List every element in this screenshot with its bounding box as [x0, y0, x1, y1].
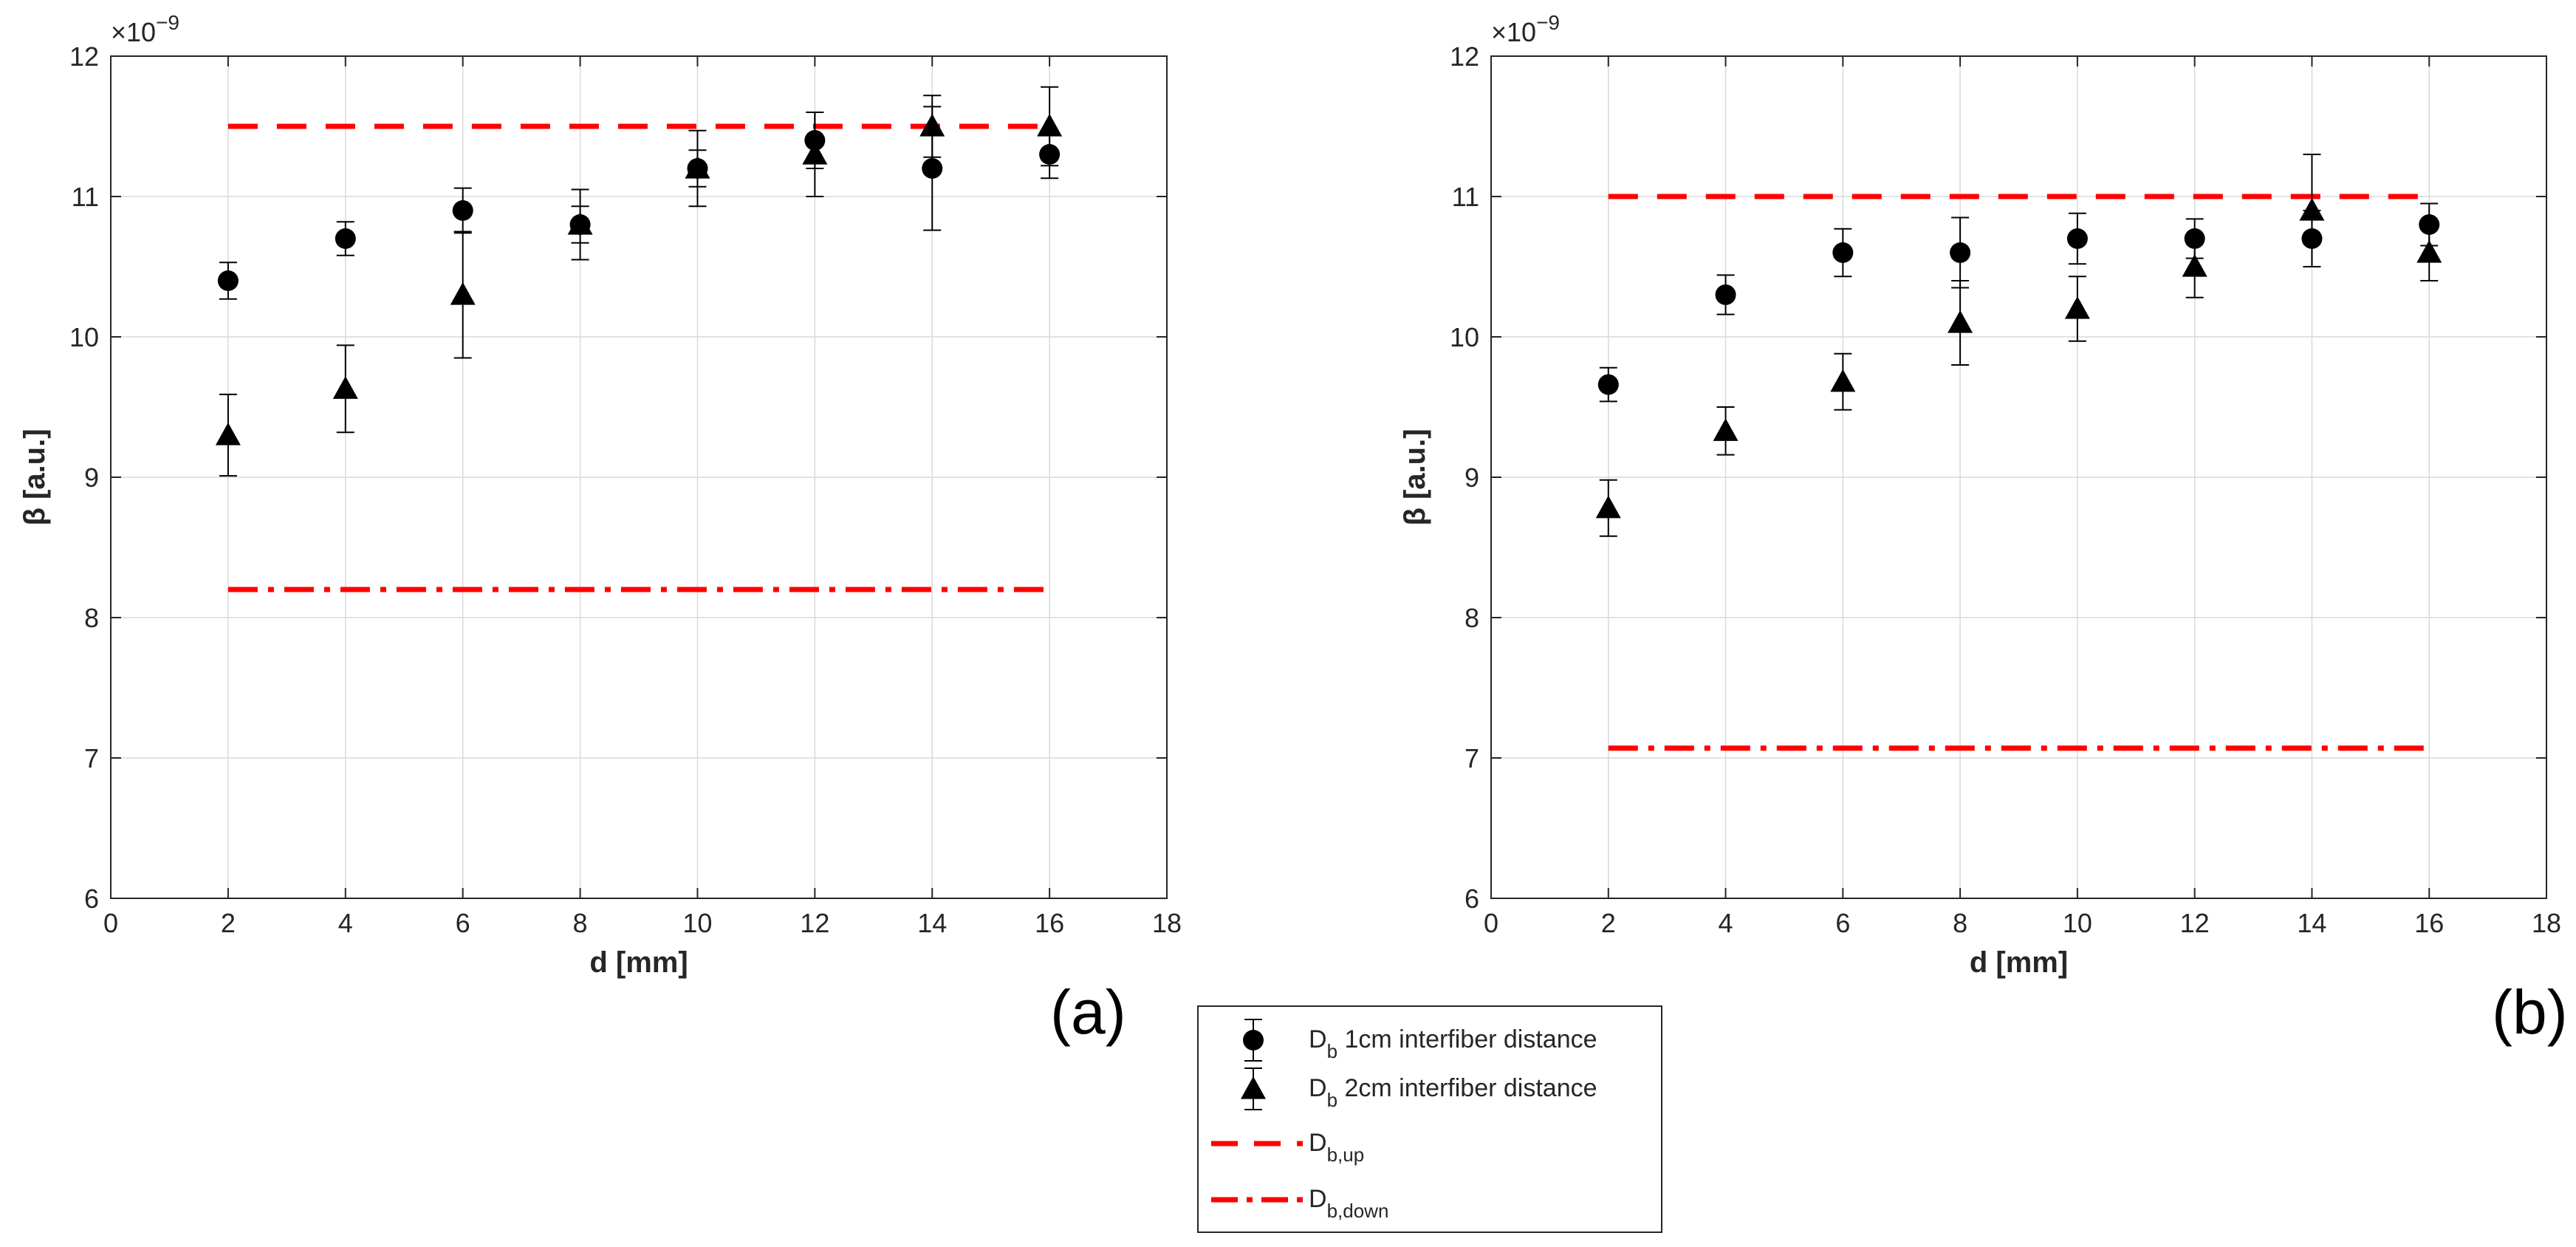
x-axis-label: d [mm] [1970, 946, 2068, 979]
x-tick-label: 14 [2297, 908, 2326, 938]
x-tick-label: 14 [917, 908, 947, 938]
panel-label-b: (b) [2492, 977, 2568, 1047]
y-tick-label: 6 [1465, 884, 1479, 914]
data-point-triangle [332, 376, 358, 399]
data-point-triangle [1713, 418, 1739, 441]
data-point-circle [1597, 374, 1619, 395]
x-tick-label: 10 [682, 908, 712, 938]
data-point-triangle [2299, 198, 2325, 221]
x-tick-label: 8 [573, 908, 588, 938]
legend-label: Db 1cm interfiber distance [1309, 1025, 1597, 1062]
y-tick-label: 10 [1450, 322, 1479, 352]
x-tick-label: 12 [800, 908, 829, 938]
data-point-triangle [450, 282, 476, 305]
legend: Db 1cm interfiber distance Db 2cm interfi… [1197, 1005, 1662, 1233]
y-tick-label: 11 [72, 182, 99, 212]
x-tick-label: 2 [221, 908, 236, 938]
x-tick-label: 16 [2414, 908, 2444, 938]
legend-box [1197, 1005, 1662, 1233]
y-axis-label: β [a.u.] [18, 428, 51, 525]
data-point-triangle [215, 423, 241, 445]
axis-exponent-label: ×10−9 [111, 11, 179, 47]
x-tick-label: 0 [1484, 908, 1498, 938]
legend-marker-circle [1243, 1030, 1264, 1050]
x-tick-label: 2 [1601, 908, 1616, 938]
x-tick-label: 6 [1835, 908, 1850, 938]
x-tick-label: 18 [1152, 908, 1182, 938]
data-point-triangle [567, 212, 593, 235]
data-point-triangle [1948, 310, 1973, 333]
y-tick-label: 6 [84, 884, 99, 914]
y-tick-label: 9 [1465, 462, 1479, 493]
legend-label: Db 2cm interfiber distance [1309, 1074, 1597, 1111]
y-tick-label: 12 [1450, 41, 1479, 72]
chart-panel-a: 0 2 4 6 8 10 12 14 16 18 6 7 8 9 10 11 12 ×10−9 d [mm] β [a… [18, 11, 1182, 979]
panel-label-a: (a) [1050, 977, 1126, 1047]
data-point-circle [1715, 284, 1736, 305]
data-point-triangle [2416, 240, 2442, 263]
x-tick-label: 18 [2532, 908, 2561, 938]
data-point-circle [1832, 242, 1854, 263]
y-tick-label: 8 [1465, 603, 1479, 633]
x-tick-label: 8 [1953, 908, 1967, 938]
data-point-circle [335, 228, 356, 249]
data-point-triangle [1830, 369, 1856, 392]
x-axis-label: d [mm] [589, 946, 688, 979]
y-tick-label: 9 [84, 462, 99, 493]
chart-panel-b: 0 2 4 6 8 10 12 14 16 18 6 7 8 9 10 11 12 ×10−9 d [mm] β [a… [1399, 11, 2561, 979]
x-tick-label: 0 [103, 908, 118, 938]
y-tick-label: 10 [69, 322, 99, 352]
y-tick-label: 11 [1452, 182, 1479, 212]
data-point-circle [452, 200, 473, 221]
x-tick-label: 6 [456, 908, 470, 938]
x-tick-label: 4 [1719, 908, 1733, 938]
y-tick-label: 12 [69, 41, 99, 72]
x-tick-label: 12 [2180, 908, 2210, 938]
data-point-triangle [1595, 495, 1621, 519]
x-tick-label: 4 [338, 908, 353, 938]
y-tick-label: 8 [84, 603, 99, 633]
data-point-triangle [919, 114, 945, 137]
data-point-triangle [802, 142, 828, 165]
data-point-triangle [1037, 114, 1063, 137]
data-point-circle [1950, 242, 1971, 263]
legend-label: Db,down [1309, 1185, 1388, 1222]
data-point-circle [2066, 228, 2088, 249]
y-axis-label: β [a.u.] [1399, 428, 1431, 525]
data-point-circle [922, 158, 943, 179]
legend-marker-triangle [1241, 1076, 1266, 1099]
legend-label: Db,up [1309, 1129, 1364, 1166]
data-point-triangle [2182, 254, 2207, 277]
y-tick-label: 7 [84, 743, 99, 773]
data-point-circle [217, 270, 239, 291]
axis-exponent-label: ×10−9 [1491, 11, 1560, 47]
y-tick-label: 7 [1465, 743, 1479, 773]
x-tick-label: 16 [1035, 908, 1064, 938]
data-point-triangle [685, 156, 710, 179]
x-tick-label: 10 [2063, 908, 2092, 938]
data-point-triangle [2064, 296, 2090, 319]
